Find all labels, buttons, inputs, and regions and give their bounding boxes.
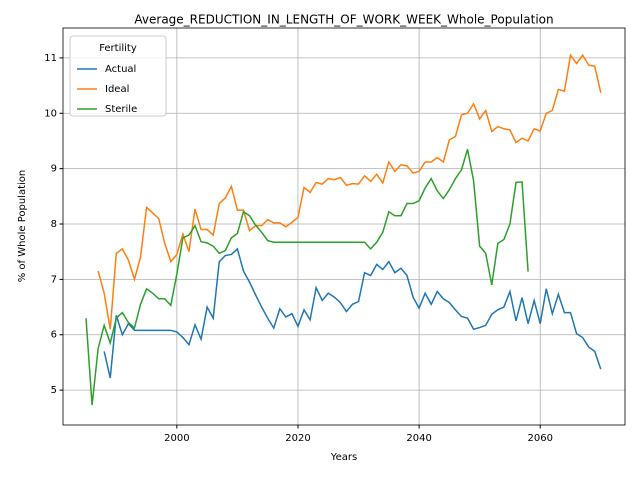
y-tick-label: 7 <box>51 274 57 285</box>
legend-box <box>69 35 167 117</box>
y-tick-label: 6 <box>51 330 57 341</box>
y-tick-label: 9 <box>51 164 57 175</box>
y-axis-label: % of Whole Population <box>17 170 28 283</box>
legend-label: Sterile <box>105 104 137 115</box>
plot-frame <box>62 27 626 426</box>
y-tick-label: 10 <box>44 108 57 119</box>
data-line <box>85 149 529 406</box>
legend-title: Fertility <box>99 43 137 54</box>
data-line <box>97 53 602 330</box>
x-tick-label: 2000 <box>164 433 189 444</box>
legend-label: Actual <box>105 64 136 75</box>
x-axis-label: Years <box>330 452 357 463</box>
chart-title: Average_REDUCTION_IN_LENGTH_OF_WORK_WEEK… <box>134 13 553 27</box>
x-tick-label: 2060 <box>527 433 552 444</box>
x-tick-label: 2040 <box>406 433 431 444</box>
y-tick-label: 8 <box>51 219 57 230</box>
legend-label: Ideal <box>105 84 129 95</box>
x-tick-label: 2020 <box>285 433 310 444</box>
y-tick-label: 5 <box>51 385 57 396</box>
y-tick-label: 11 <box>44 53 57 64</box>
data-line <box>103 247 602 379</box>
